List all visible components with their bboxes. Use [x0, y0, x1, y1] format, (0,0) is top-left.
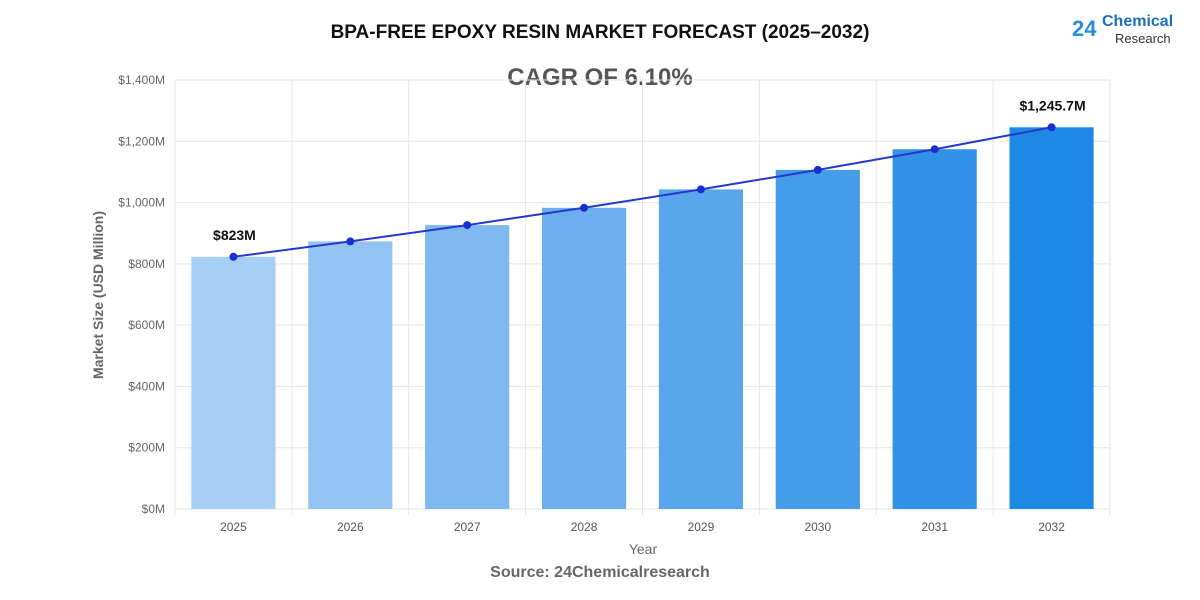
trend-point-2027 [463, 221, 472, 230]
logo-number: 24 [1072, 16, 1097, 41]
bar-2029 [658, 189, 744, 509]
x-axis-label: Year [629, 541, 658, 557]
y-tick-label: $400M [128, 379, 165, 393]
y-tick-label: $1,000M [118, 196, 165, 210]
x-tick-label: 2032 [1038, 520, 1065, 534]
y-tick-label: $1,400M [118, 73, 165, 87]
trend-point-2030 [813, 165, 822, 174]
logo-line2: Research [1115, 31, 1171, 46]
trend-point-2028 [580, 203, 589, 212]
chart-source: Source: 24Chemicalresearch [490, 564, 710, 581]
x-tick-label: 2031 [921, 520, 948, 534]
x-tick-label: 2029 [688, 520, 715, 534]
logo-line1: Chemical [1102, 13, 1174, 30]
bar-2030 [775, 169, 860, 510]
y-tick-label: $600M [128, 318, 165, 332]
trend-point-2025 [229, 252, 238, 261]
chart-title: BPA-FREE EPOXY RESIN MARKET FORECAST (20… [330, 22, 870, 43]
y-tick-label: $800M [128, 257, 165, 271]
trend-point-2032 [1047, 123, 1056, 132]
y-axis-label: Market Size (USD Million) [90, 211, 106, 379]
y-tick-label: $1,200M [118, 134, 165, 148]
bar-2028 [541, 207, 627, 510]
trend-point-2026 [346, 237, 355, 246]
bar-2027 [425, 225, 510, 509]
x-tick-label: 2026 [337, 520, 364, 534]
bar-2025 [191, 256, 276, 509]
data-label: $1,245.7M [1019, 97, 1085, 113]
y-tick-label: $0M [142, 502, 165, 516]
trend-point-2031 [930, 145, 939, 154]
trend-point-2029 [696, 185, 705, 194]
chart-subtitle: CAGR OF 6.10% [507, 64, 693, 91]
company-logo: 24 Chemical Research [1072, 12, 1197, 48]
x-tick-label: 2028 [571, 520, 598, 534]
bar-2031 [892, 149, 977, 509]
x-tick-label: 2025 [220, 520, 247, 534]
trend-line [233, 126, 1052, 258]
y-tick-label: $200M [128, 441, 165, 455]
x-tick-label: 2030 [804, 520, 831, 534]
bar-2026 [308, 241, 393, 509]
data-label: $823M [213, 227, 256, 243]
bar-2032 [1009, 127, 1094, 510]
x-tick-label: 2027 [454, 520, 481, 534]
